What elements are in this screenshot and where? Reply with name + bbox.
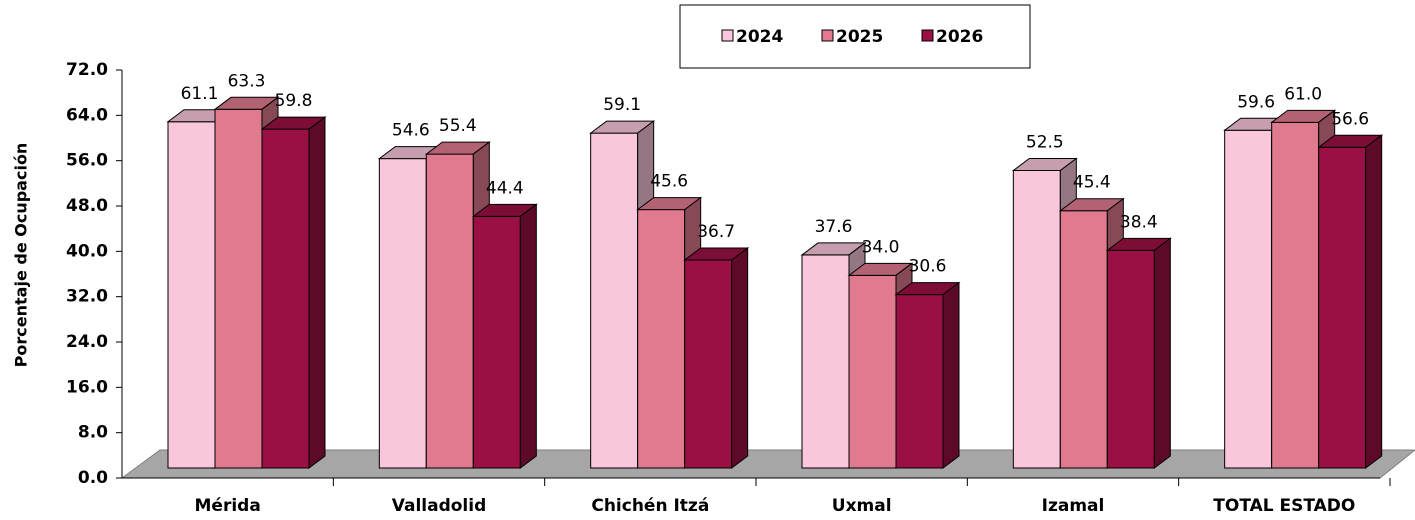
bar-front bbox=[261, 128, 310, 469]
value-label: 59.6 bbox=[1237, 92, 1275, 112]
bar-front bbox=[1059, 210, 1108, 469]
value-label: 59.1 bbox=[603, 95, 641, 115]
bar-front bbox=[1318, 146, 1367, 469]
bar-front bbox=[378, 158, 427, 469]
value-label: 44.4 bbox=[486, 178, 524, 198]
bar-front bbox=[1012, 170, 1061, 469]
legend-label: 2025 bbox=[836, 27, 883, 47]
x-tick-label: Valladolid bbox=[392, 496, 487, 516]
bar-front bbox=[895, 294, 944, 469]
y-tick-label: 72.0 bbox=[66, 60, 108, 80]
bar-front bbox=[214, 108, 263, 469]
bar-front bbox=[590, 132, 639, 469]
x-tick-label: Izamal bbox=[1042, 496, 1105, 516]
value-label: 45.6 bbox=[650, 172, 688, 192]
value-label: 38.4 bbox=[1120, 212, 1158, 232]
y-tick-label: 24.0 bbox=[66, 332, 108, 352]
legend-label: 2026 bbox=[936, 27, 983, 47]
bar-front bbox=[1106, 249, 1155, 469]
y-tick-label: 56.0 bbox=[66, 151, 108, 171]
value-label: 55.4 bbox=[439, 116, 477, 136]
y-tick-label: 48.0 bbox=[66, 196, 108, 216]
bar-side bbox=[731, 247, 749, 469]
value-label: 63.3 bbox=[228, 71, 266, 91]
value-label: 59.8 bbox=[275, 91, 313, 111]
y-tick-label: 0.0 bbox=[78, 468, 108, 488]
value-label: 36.7 bbox=[697, 222, 735, 242]
bar-front bbox=[167, 121, 216, 469]
value-label: 61.1 bbox=[181, 84, 219, 104]
value-label: 34.0 bbox=[862, 237, 900, 257]
legend-swatch bbox=[921, 29, 934, 42]
value-label: 37.6 bbox=[815, 217, 853, 237]
y-tick-label: 40.0 bbox=[66, 241, 108, 261]
bar-side bbox=[308, 116, 326, 469]
y-tick-label: 64.0 bbox=[66, 105, 108, 125]
bar-side bbox=[1153, 237, 1171, 469]
bar-front bbox=[848, 274, 897, 469]
legend-swatch bbox=[721, 29, 734, 42]
y-tick-label: 32.0 bbox=[66, 287, 108, 307]
value-label: 45.4 bbox=[1073, 173, 1111, 193]
y-tick-label: 16.0 bbox=[66, 377, 108, 397]
value-label: 52.5 bbox=[1026, 133, 1064, 153]
bar-side bbox=[519, 203, 537, 469]
bar-side bbox=[1365, 134, 1383, 469]
value-label: 54.6 bbox=[392, 121, 430, 141]
value-label: 30.6 bbox=[909, 257, 947, 277]
value-label: 56.6 bbox=[1331, 109, 1369, 129]
bar-side bbox=[942, 281, 960, 469]
x-tick-label: Uxmal bbox=[832, 496, 892, 516]
x-tick-label: Mérida bbox=[195, 496, 261, 516]
legend-swatch bbox=[821, 29, 834, 42]
bar-front bbox=[1224, 129, 1273, 469]
bar-front bbox=[1271, 121, 1320, 469]
y-tick-label: 8.0 bbox=[78, 423, 108, 443]
value-label: 61.0 bbox=[1284, 84, 1322, 104]
bar-front bbox=[684, 259, 733, 469]
legend-box bbox=[679, 4, 1031, 69]
bar-front bbox=[801, 254, 850, 469]
x-tick-label: TOTAL ESTADO bbox=[1213, 496, 1355, 516]
bar-front bbox=[425, 153, 474, 469]
bar-front bbox=[637, 209, 686, 469]
x-tick-label: Chichén Itzá bbox=[591, 496, 709, 516]
bar-front bbox=[472, 215, 521, 469]
y-axis-title: Porcentaje de Ocupación bbox=[12, 143, 31, 368]
legend-label: 2024 bbox=[736, 27, 783, 47]
